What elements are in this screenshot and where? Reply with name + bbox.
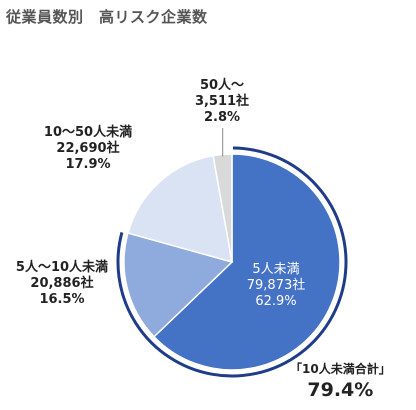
chart-title: 従業員数別 高リスク企業数 [6,8,208,26]
slice-label-name: 10～50人未満 [43,125,133,140]
under-10-total-value: 79.4% [307,379,374,401]
slice-label-50-plus: 50人～ 3,511社 2.8% [172,78,272,126]
under-10-total: 「10人未満合計」 79.4% [290,360,391,401]
slice-label-percent: 62.9% [255,294,297,309]
slice-label-name: 5人未満 [252,262,300,277]
pie-slice [123,232,234,338]
slice-label-count: 79,873社 [246,278,306,293]
slice-label-name: 50人～ [199,78,245,93]
under-10-highlight-arc [116,146,348,378]
under-10-total-label: 「10人未満合計」 [290,362,391,376]
slice-label-count: 20,886社 [30,276,94,291]
slice-label-percent: 16.5% [39,292,85,307]
slice-label-count: 3,511社 [194,94,250,109]
slice-label-10-to-50: 10～50人未満 22,690社 17.9% [28,125,148,173]
slice-label-under-5: 5人未満 79,873社 62.9% [236,262,316,310]
slice-label-count: 22,690社 [56,141,120,156]
pie-slice [127,154,233,264]
slice-label-name: 5人～10人未満 [15,260,109,275]
slice-label-percent: 17.9% [65,157,111,172]
slice-label-5-to-10: 5人～10人未満 20,886社 16.5% [2,260,122,308]
pie-slice [152,153,341,371]
slice-label-percent: 2.8% [203,110,241,125]
